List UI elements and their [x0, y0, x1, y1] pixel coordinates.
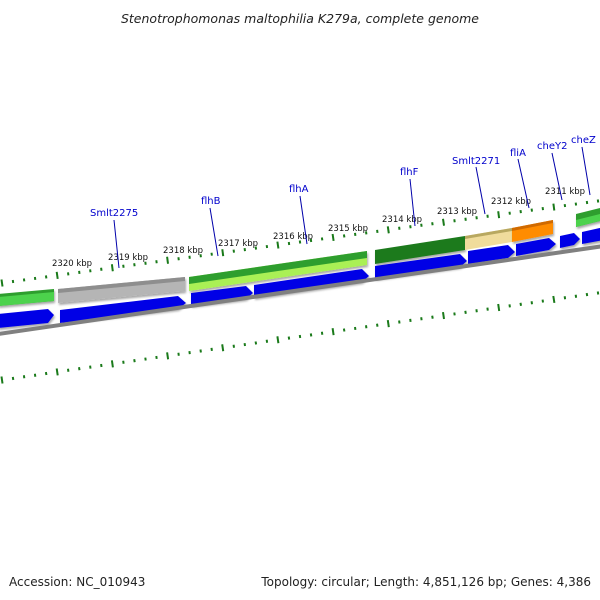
gene-label-smlt2275[interactable]: Smlt2275: [90, 208, 138, 219]
major-tick: [331, 233, 335, 242]
feature-track: [0, 208, 600, 306]
minor-tick: [11, 376, 15, 381]
minor-tick: [133, 359, 136, 363]
minor-tick: [254, 246, 258, 250]
cds-arrow-smlt2275[interactable]: [60, 296, 186, 323]
map-title: Stenotrophomonas maltophilia K279a, comp…: [121, 11, 479, 26]
scale-label: 2315 kbp: [328, 224, 368, 234]
minor-tick: [78, 367, 81, 371]
major-tick: [166, 256, 169, 264]
outer-tick-ring: [0, 199, 600, 287]
feature-block-flhF[interactable]: [375, 236, 465, 264]
cds-arrow[interactable]: [0, 309, 54, 328]
minor-tick: [44, 275, 48, 279]
cds-arrow-flhF[interactable]: [375, 254, 467, 279]
minor-tick: [309, 333, 313, 337]
scale-label: 2316 kbp: [273, 232, 313, 242]
scale-label: 2314 kbp: [382, 215, 422, 225]
major-tick: [552, 203, 556, 211]
feature-block[interactable]: [512, 220, 553, 231]
minor-tick: [342, 328, 346, 332]
minor-tick: [519, 302, 522, 306]
scale-label: 2318 kbp: [163, 246, 203, 256]
major-tick: [497, 303, 501, 312]
major-tick: [221, 344, 225, 352]
feature-block[interactable]: [189, 251, 367, 284]
cds-arrow-fliA[interactable]: [516, 238, 556, 256]
genome-summary: Topology: circular; Length: 4,851,126 bp…: [260, 575, 591, 589]
feature-block[interactable]: [58, 277, 185, 293]
major-tick: [221, 249, 225, 257]
major-tick: [386, 226, 390, 234]
gene-label-flhB[interactable]: flhB: [201, 196, 221, 207]
scale-label: 2319 kbp: [108, 253, 148, 263]
gene-label-leaders: [113, 146, 591, 269]
cds-arrow-flhB[interactable]: [191, 286, 253, 306]
minor-tick: [431, 315, 434, 319]
gene-label-flhF[interactable]: flhF: [400, 167, 419, 178]
major-tick: [166, 352, 170, 360]
minor-tick: [464, 310, 467, 314]
major-tick: [276, 336, 280, 344]
inner-tick-ring: [0, 291, 600, 384]
major-tick: [55, 271, 59, 280]
gene-labels: Smlt2275 flhB flhA flhF Smlt2271 fliA ch…: [90, 135, 596, 219]
major-tick: [442, 218, 445, 226]
major-tick: [386, 319, 390, 328]
cds-arrow-cheZ[interactable]: [582, 227, 600, 244]
minor-tick: [342, 234, 346, 238]
cds-arrow-smlt2271[interactable]: [468, 245, 515, 264]
accession-label: Accession: NC_010943: [9, 575, 145, 589]
major-tick: [0, 279, 4, 287]
major-tick: [497, 211, 501, 219]
cds-arrow-cheY2[interactable]: [560, 233, 580, 248]
minor-tick: [254, 341, 258, 345]
scale-label: 2311 kbp: [545, 187, 585, 197]
major-tick: [0, 376, 4, 384]
minor-tick: [44, 371, 48, 376]
feature-block-smlt2271[interactable]: [465, 228, 512, 250]
major-tick: [552, 295, 556, 304]
major-tick: [276, 241, 280, 249]
feature-block[interactable]: [576, 213, 600, 227]
gene-label-flhA[interactable]: flhA: [289, 184, 309, 195]
minor-tick: [585, 292, 589, 297]
major-tick: [442, 311, 445, 320]
major-tick: [110, 360, 114, 368]
scale-labels: 2320 kbp 2319 kbp 2318 kbp 2317 kbp 2316…: [52, 187, 585, 269]
major-tick: [110, 264, 114, 272]
scale-label: 2317 kbp: [218, 239, 258, 249]
feature-block[interactable]: [465, 228, 512, 239]
major-tick: [55, 368, 59, 376]
gene-label-cheZ[interactable]: cheZ: [571, 135, 596, 146]
feature-block-fliA[interactable]: [512, 220, 553, 242]
major-tick: [331, 328, 335, 336]
minor-tick: [287, 336, 291, 340]
feature-block[interactable]: [0, 292, 54, 306]
minor-tick: [376, 323, 379, 327]
gene-label-smlt2271[interactable]: Smlt2271: [452, 156, 500, 167]
scale-label: 2320 kbp: [52, 259, 92, 269]
gene-label-cheY2[interactable]: cheY2: [537, 141, 567, 152]
gene-label-fliA[interactable]: fliA: [510, 148, 526, 159]
scale-label: 2312 kbp: [491, 197, 531, 207]
genome-backbone: [0, 244, 600, 336]
scale-label: 2313 kbp: [437, 207, 477, 217]
